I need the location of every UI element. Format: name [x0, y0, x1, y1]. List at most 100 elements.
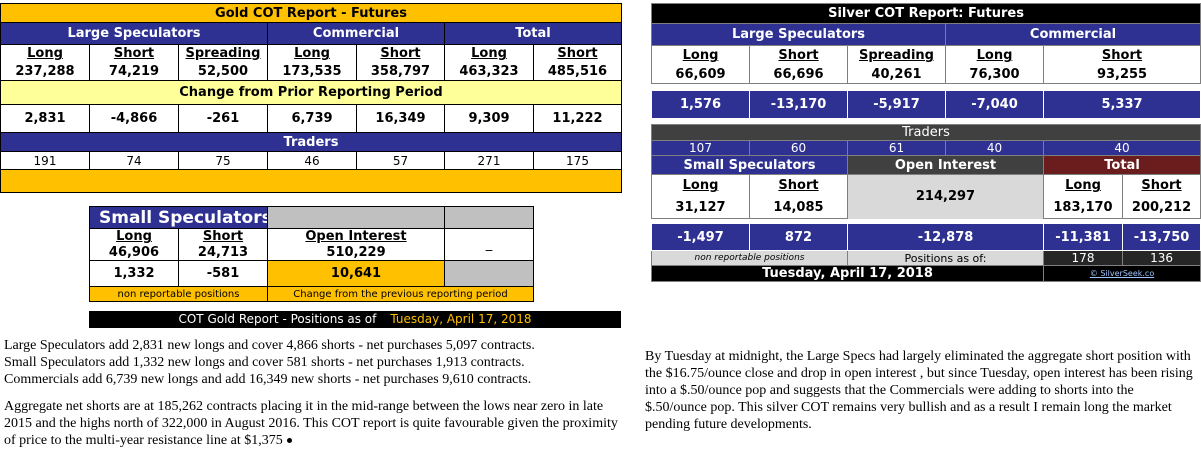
silver-small-short-label: Short [749, 174, 848, 197]
gold-small-long-label: Long [89, 228, 179, 245]
silver-change2-value: 872 [749, 223, 848, 251]
gold-small-short-label: Short [177, 228, 269, 245]
gold-commentary-line: Large Speculators add 2,831 new longs an… [4, 338, 535, 353]
silver-col-label: Long [651, 45, 750, 66]
gold-oi-value: 510,229 [267, 244, 446, 261]
silver-total-short-label: Short [1121, 174, 1201, 197]
gold-change-header: Change from Prior Reporting Period [0, 80, 622, 105]
gold-value: 52,500 [178, 62, 268, 81]
gold-small-long-change: 1,332 [89, 260, 179, 287]
silver-small-short: 14,085 [749, 196, 848, 219]
gold-traders-value: 191 [0, 151, 90, 170]
silver-value: 93,255 [1042, 65, 1201, 84]
silver-change-value: 1,576 [651, 90, 750, 119]
silver-col-label: Short [749, 45, 848, 66]
gold-traders-value: 46 [267, 151, 357, 170]
gold-spacer-bar [0, 169, 622, 193]
gold-oi-change: 10,641 [267, 260, 446, 287]
gold-small-spec-title: Small Speculators [88, 206, 269, 229]
silver-change-value: 5,337 [1042, 90, 1201, 119]
gold-footer-date: Tuesday, April 17, 2018 [390, 312, 532, 326]
gold-traders-header: Traders [0, 132, 622, 152]
gold-col-label: Long [444, 44, 534, 63]
gold-title: Gold COT Report - Futures [0, 3, 622, 23]
gold-group-large-speculators: Large Speculators [0, 22, 268, 45]
gold-col-label: Long [0, 44, 90, 63]
gold-col-label: Short [89, 44, 179, 63]
silver-small-long-label: Long [651, 174, 750, 197]
gold-nonrep-note: non reportable positions [88, 286, 269, 302]
silver-credit-link[interactable]: © SilverSeek.co [1042, 265, 1201, 282]
silver-small-long: 31,127 [651, 196, 750, 219]
gold-col-label: Short [533, 44, 622, 63]
silver-traders-value: 40 [1042, 140, 1201, 156]
gold-small-short: 24,713 [177, 244, 269, 261]
gold-small-long: 46,906 [89, 244, 179, 261]
gold-small-speculators-table: Small Speculators Long Short Open Intere… [88, 206, 622, 302]
silver-gap [651, 218, 1201, 224]
gold-group-total: Total [444, 22, 622, 45]
gold-change-value: 11,222 [533, 104, 622, 133]
silver-group-commercial: Commercial [944, 23, 1201, 46]
gold-change-value: 9,309 [444, 104, 534, 133]
silver-value: 40,261 [847, 65, 946, 84]
silver-change2-value: -11,381 [1043, 223, 1123, 251]
gold-col-label: Short [356, 44, 445, 63]
silver-gap [651, 83, 1201, 91]
gold-traders-value: 271 [444, 151, 534, 170]
gold-grey-cell [267, 206, 446, 229]
gold-traders-value: 74 [89, 151, 179, 170]
gold-change-value: 2,831 [0, 104, 90, 133]
gold-commentary-para-text: Aggregate net shorts are at 185,262 cont… [4, 399, 618, 448]
gold-traders-value: 175 [533, 151, 622, 170]
silver-change-value: -7,040 [945, 90, 1044, 119]
silver-change2-value: -1,497 [651, 223, 750, 251]
silver-value: 66,696 [749, 65, 848, 84]
silver-value: 66,609 [651, 65, 750, 84]
gold-cot-table: Gold COT Report - Futures Large Speculat… [0, 3, 622, 193]
silver-traders-value: 61 [847, 140, 946, 156]
gold-change-value: 16,349 [356, 104, 445, 133]
gold-small-short-change: -581 [177, 260, 269, 287]
gold-commentary: Large Speculators add 2,831 new longs an… [4, 337, 619, 449]
silver-group-large-speculators: Large Speculators [651, 23, 946, 46]
gold-oi-label: Open Interest [267, 228, 446, 245]
silver-gap [651, 118, 1201, 125]
gold-group-commercial: Commercial [267, 22, 445, 45]
silver-value: 76,300 [945, 65, 1044, 84]
silver-total-long-label: Long [1043, 174, 1123, 197]
silver-change2-value: -13,750 [1121, 223, 1201, 251]
silver-positions-label: Positions as of: [847, 250, 1044, 266]
gold-value: 463,323 [444, 62, 534, 81]
gold-traders-value: 57 [356, 151, 445, 170]
gold-value: 485,516 [533, 62, 622, 81]
gold-col-label: Long [267, 44, 357, 63]
silver-total-long: 183,170 [1043, 196, 1123, 219]
silver-commentary: By Tuesday at midnight, the Large Specs … [645, 334, 1198, 447]
gold-commentary-paragraph: Aggregate net shorts are at 185,262 cont… [4, 398, 619, 449]
gold-commentary-line: Commercials add 6,739 new longs and add … [4, 372, 532, 387]
silver-traders2-value: 136 [1121, 250, 1201, 266]
silver-oi-header: Open Interest [847, 155, 1044, 175]
gold-commentary-line: Small Speculators add 1,332 new longs an… [4, 355, 525, 370]
silver-date: Tuesday, April 17, 2018 [651, 265, 1044, 282]
gold-value: 173,535 [267, 62, 357, 81]
silver-nonrep-note: non reportable positions [651, 250, 848, 266]
silver-traders-value: 40 [945, 140, 1044, 156]
bullet-dot-icon [286, 438, 292, 444]
silver-change-value: -13,170 [749, 90, 848, 119]
gold-grey-cell [444, 206, 535, 229]
silver-traders-value: 107 [651, 140, 750, 156]
silver-col-label: Spreading [847, 45, 946, 66]
silver-oi-value: 214,297 [847, 174, 1044, 219]
gold-change-note: Change from the previous reporting perio… [267, 286, 535, 302]
gold-value: 358,797 [356, 62, 445, 81]
silver-col-label: Short [1042, 45, 1201, 66]
silver-cot-table: Silver COT Report: Futures Large Specula… [650, 3, 1201, 282]
gold-traders-value: 75 [178, 151, 268, 170]
silver-change-value: -5,917 [847, 90, 946, 119]
gold-grey-cell [444, 260, 535, 287]
silver-total-short: 200,212 [1121, 196, 1201, 219]
silver-title: Silver COT Report: Futures [650, 3, 1201, 24]
silver-change2-value: -12,878 [847, 223, 1044, 251]
